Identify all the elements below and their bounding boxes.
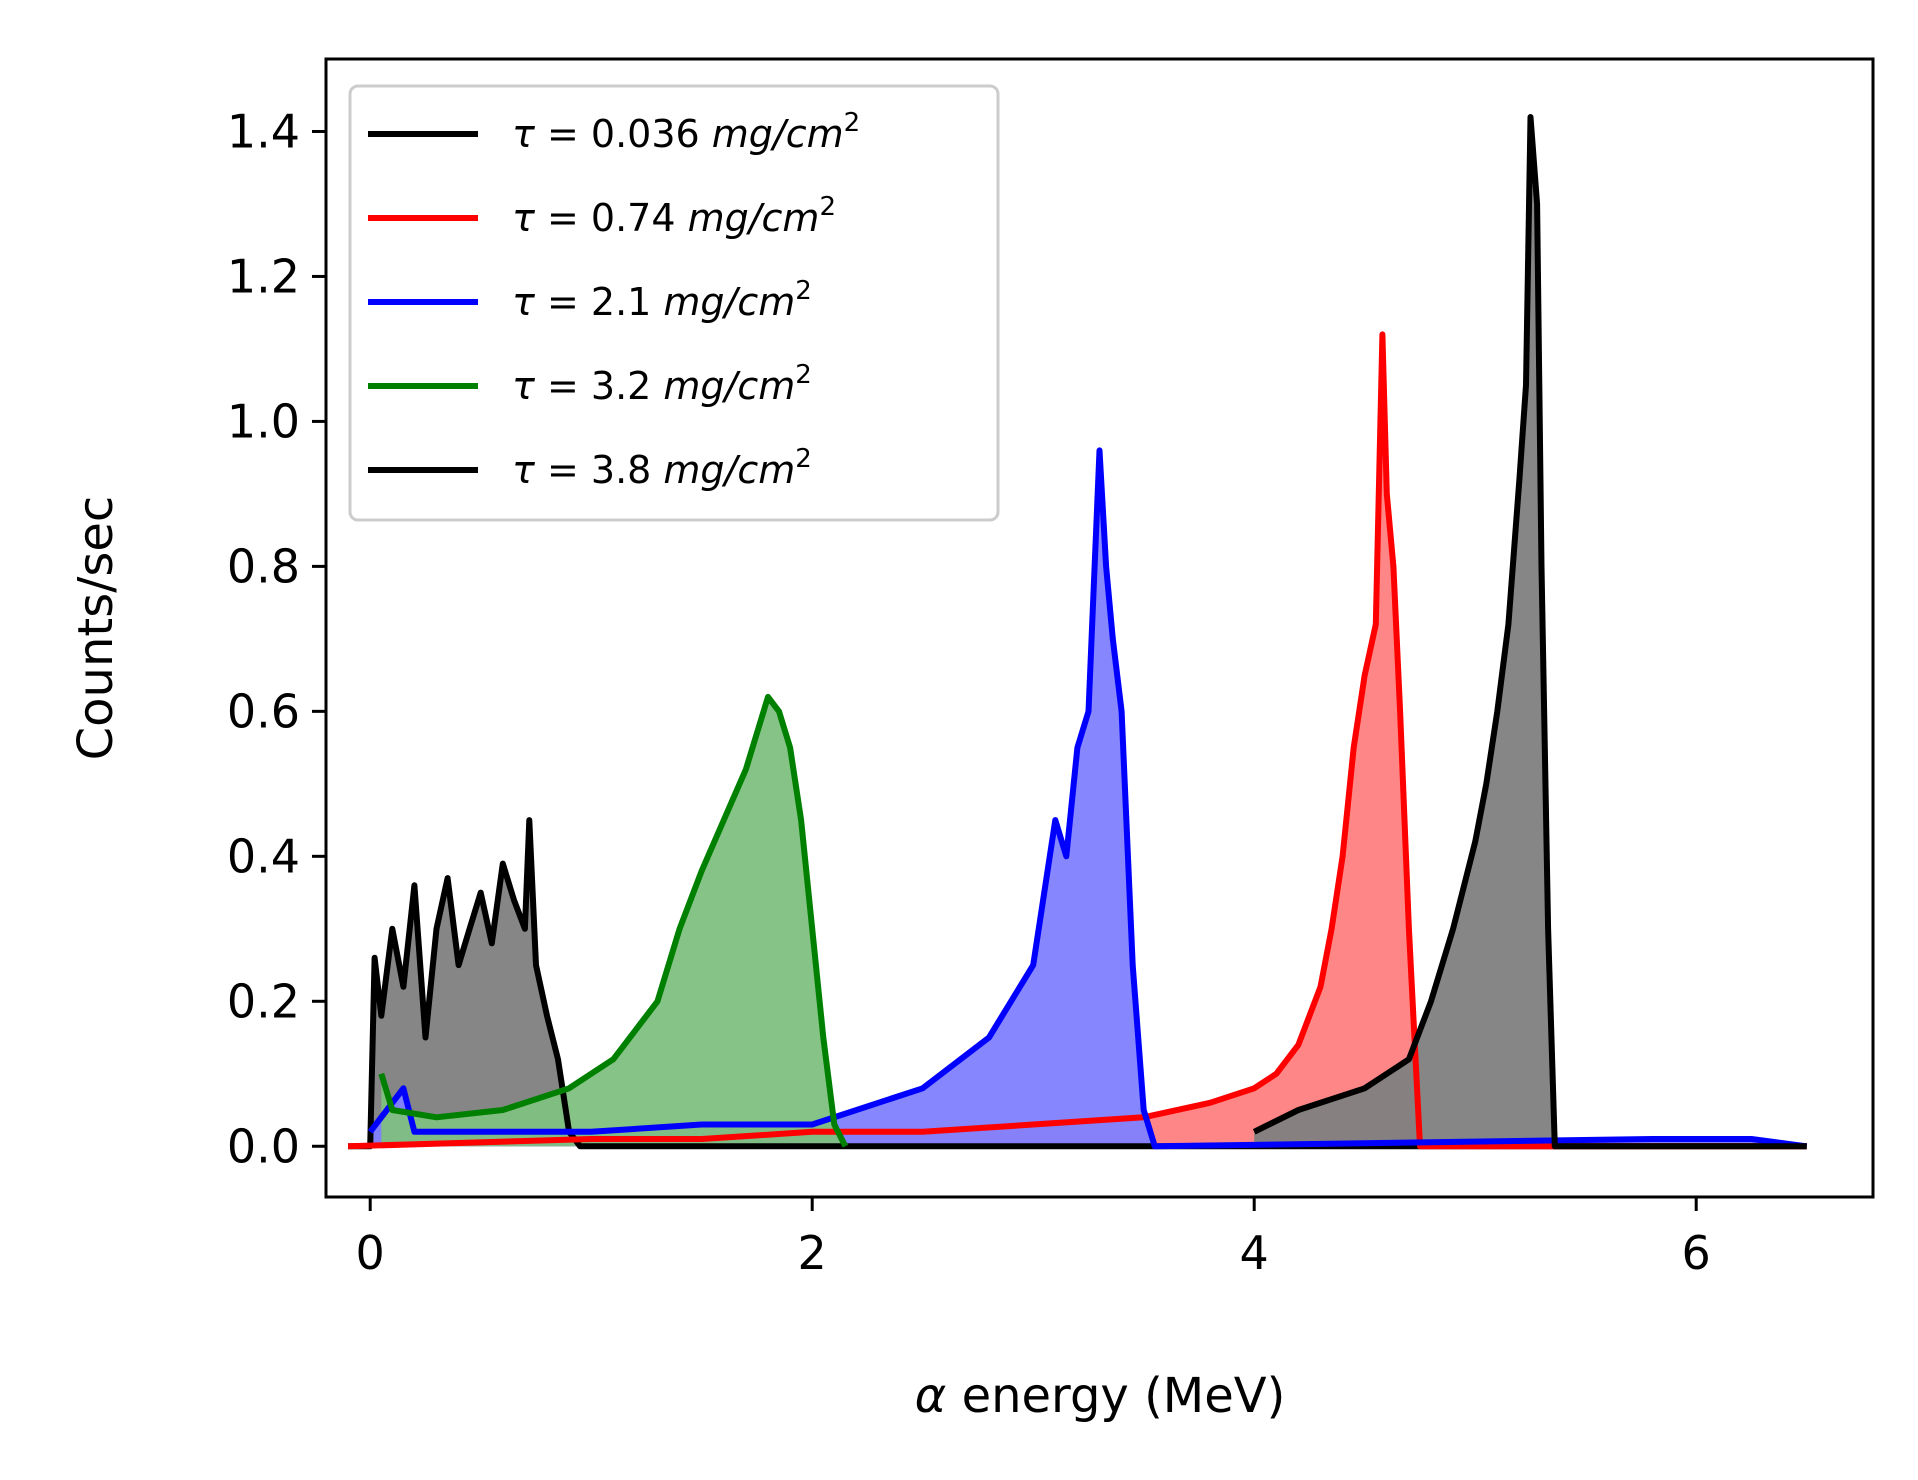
x-axis-label-text: energy (MeV) bbox=[946, 1368, 1285, 1424]
plot-frame bbox=[324, 57, 1875, 1199]
legend-label-value: 2.1 bbox=[591, 280, 664, 324]
y-tick-label: 1.4 bbox=[227, 104, 300, 158]
x-axis-ticks: 0 2 4 6 bbox=[356, 1197, 1711, 1280]
legend-label-prefix: τ = bbox=[512, 112, 591, 156]
legend-label-4: τ = 3.2 mg/cm2 bbox=[512, 360, 812, 408]
y-tick-label: 0.4 bbox=[227, 829, 300, 883]
x-tick-label: 0 bbox=[356, 1226, 385, 1280]
legend-label-unit: mg/cm bbox=[712, 112, 844, 156]
y-tick-label: 0.2 bbox=[227, 974, 300, 1028]
y-axis-label: Counts/sec bbox=[68, 496, 124, 761]
series-1-line bbox=[348, 817, 1807, 1150]
y-tick-label: 1.0 bbox=[227, 394, 300, 448]
series-3-line bbox=[367, 447, 1808, 1150]
y-tick-label: 1.2 bbox=[227, 249, 300, 303]
legend-label-prefix: τ = bbox=[512, 196, 591, 240]
x-tick-label: 6 bbox=[1682, 1226, 1711, 1280]
y-tick-label: 0.6 bbox=[227, 684, 300, 738]
legend-label-prefix: τ = bbox=[512, 448, 591, 492]
series-4-line bbox=[378, 693, 849, 1148]
legend-label-value: 0.74 bbox=[591, 196, 688, 240]
series-lines bbox=[348, 114, 1808, 1150]
legend-label-unit: mg/cm bbox=[663, 280, 795, 324]
y-tick-label: 0.8 bbox=[227, 539, 300, 593]
legend-label-unit: mg/cm bbox=[688, 196, 820, 240]
legend-box bbox=[348, 84, 1000, 522]
x-axis-label: α energy (MeV) bbox=[915, 1368, 1286, 1424]
legend-label-value: 0.036 bbox=[591, 112, 712, 156]
legend-label-superscript: 2 bbox=[844, 108, 861, 138]
y-tick-label: 0.0 bbox=[227, 1119, 300, 1173]
legend-label-prefix: τ = bbox=[512, 280, 591, 324]
legend-label-value: 3.2 bbox=[591, 364, 664, 408]
series-3-area bbox=[370, 450, 1807, 1147]
series-2-line bbox=[348, 331, 1807, 1150]
x-axis-label-symbol: α bbox=[915, 1368, 947, 1424]
legend-label-superscript: 2 bbox=[795, 444, 812, 474]
y-axis-ticks: 0.0 0.2 0.4 0.6 0.8 1.0 1.2 1.4 bbox=[227, 104, 326, 1173]
legend-label-5: τ = 3.8 mg/cm2 bbox=[512, 444, 812, 492]
legend-label-value: 3.8 bbox=[591, 448, 664, 492]
legend-label-superscript: 2 bbox=[795, 360, 812, 390]
legend-label-superscript: 2 bbox=[795, 276, 812, 306]
legend-label-unit: mg/cm bbox=[663, 448, 795, 492]
legend-label-prefix: τ = bbox=[512, 364, 591, 408]
legend-label-unit: mg/cm bbox=[663, 364, 795, 408]
x-tick-label: 2 bbox=[798, 1226, 827, 1280]
legend-label-2: τ = 0.74 mg/cm2 bbox=[512, 192, 836, 240]
legend-label-superscript: 2 bbox=[819, 192, 836, 222]
series-5-line bbox=[1252, 114, 1807, 1150]
legend-label-1: τ = 0.036 mg/cm2 bbox=[512, 108, 860, 156]
series-5-area bbox=[1254, 117, 1807, 1147]
legend-label-3: τ = 2.1 mg/cm2 bbox=[512, 276, 812, 324]
x-tick-label: 4 bbox=[1240, 1226, 1269, 1280]
